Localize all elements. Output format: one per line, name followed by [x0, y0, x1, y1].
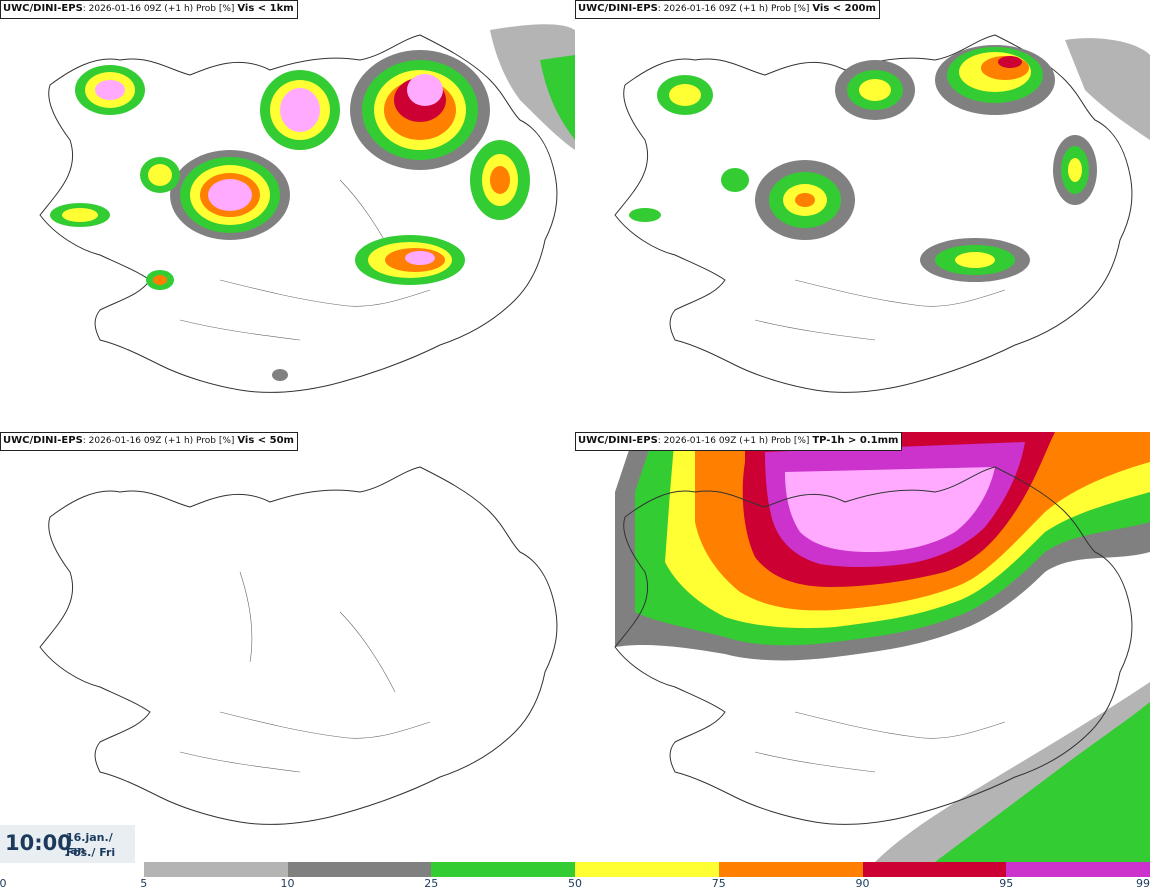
map-panel-vis-1km: UWC/DINI-EPS: 2026-01-16 09Z (+1 h) Prob… [0, 0, 575, 430]
map-panel-precip: UWC/DINI-EPS: 2026-01-16 09Z (+1 h) Prob… [575, 432, 1150, 862]
map-panel-vis-200m: UWC/DINI-EPS: 2026-01-16 09Z (+1 h) Prob… [575, 0, 1150, 430]
panel-title: UWC/DINI-EPS: 2026-01-16 09Z (+1 h) Prob… [575, 432, 903, 451]
colorbar-segment [718, 862, 863, 877]
colorbar-segment [575, 862, 719, 877]
colorbar-tick-label: 0 [0, 877, 7, 890]
colorbar-tick-label: 50 [568, 877, 582, 890]
prob-blobs [50, 50, 530, 381]
colorbar-segment [287, 862, 432, 877]
probability-map [614, 34, 1150, 393]
panel-title: UWC/DINI-EPS: 2026-01-16 09Z (+1 h) Prob… [0, 432, 298, 451]
colorbar-tick-label: 90 [855, 877, 870, 890]
probability-map [39, 24, 575, 393]
colorbar-tick-label: 75 [711, 877, 726, 890]
map-panel-vis-50m: UWC/DINI-EPS: 2026-01-16 09Z (+1 h) Prob… [0, 432, 575, 862]
colorbar-segment [143, 862, 288, 877]
probability-colorbar: 0 5 10 25 50 75 90 95 99 [0, 862, 1150, 891]
colorbar-tick-label: 25 [424, 877, 439, 890]
colorbar-segment [431, 862, 575, 877]
colorbar-tick-label: 99 [1136, 877, 1150, 890]
colorbar-segment [862, 862, 1007, 877]
probability-map [39, 466, 558, 825]
colorbar-tick-label: 95 [999, 877, 1014, 890]
panel-title: UWC/DINI-EPS: 2026-01-16 09Z (+1 h) Prob… [0, 0, 298, 19]
colorbar-segment [1006, 862, 1150, 877]
colorbar-tick-label: 10 [280, 877, 295, 890]
prob-blobs [629, 45, 1097, 282]
valid-time-date: 16.jan./ Jan [66, 831, 113, 857]
valid-time-clock: 10:00 [5, 831, 72, 855]
valid-time-day: Fös./ Fri [66, 846, 116, 859]
panel-title: UWC/DINI-EPS: 2026-01-16 09Z (+1 h) Prob… [575, 0, 880, 19]
colorbar-tick-label: 5 [140, 877, 148, 890]
probability-map [614, 432, 1150, 862]
valid-time-box: 10:00 16.jan./ Jan Fös./ Fri [0, 825, 135, 863]
